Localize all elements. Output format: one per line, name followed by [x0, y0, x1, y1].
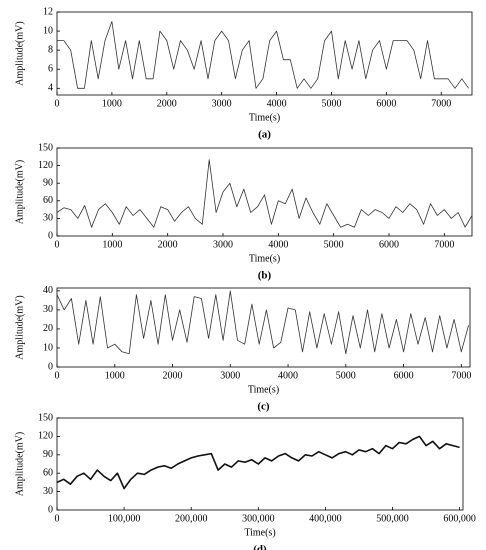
y-tick-label: 60 — [43, 195, 53, 206]
x-axis-title: Time(s) — [249, 112, 280, 123]
panel-caption: (c) — [257, 401, 270, 413]
x-tick-label: 500,000 — [376, 513, 409, 524]
x-tick-label: 200,000 — [175, 513, 208, 524]
y-tick-label: 0 — [48, 230, 53, 241]
y-tick-label: 150 — [38, 142, 53, 153]
x-tick-label: 0 — [55, 513, 60, 524]
y-tick-label: 120 — [38, 431, 53, 442]
x-tick-label: 600,000 — [443, 513, 476, 524]
x-tick-label: 6000 — [394, 370, 414, 381]
y-tick-label: 10 — [43, 342, 53, 353]
y-tick-label: 30 — [43, 213, 53, 224]
signal-line — [56, 290, 469, 355]
y-tick-label: 60 — [43, 467, 53, 478]
x-tick-label: 1000 — [102, 239, 122, 250]
x-tick-label: 1000 — [105, 370, 125, 381]
x-axis-title: Time(s) — [248, 384, 279, 395]
x-tick-label: 2000 — [163, 370, 183, 381]
x-tick-label: 0 — [55, 98, 60, 109]
y-tick-label: 90 — [43, 449, 53, 460]
x-tick-label: 4000 — [268, 239, 288, 250]
y-tick-label: 12 — [43, 6, 53, 17]
y-axis-title: Amplitude(mV) — [14, 160, 25, 224]
plot-frame — [56, 147, 473, 237]
y-tick-label: 8 — [48, 44, 53, 55]
x-tick-label: 3000 — [220, 370, 240, 381]
y-tick-label: 40 — [43, 285, 53, 296]
signal-line — [57, 21, 470, 89]
x-tick-label: 0 — [55, 370, 60, 381]
x-axis-title: Time(s) — [244, 527, 275, 538]
x-tick-label: 100,000 — [108, 513, 141, 524]
x-tick-label: 7000 — [434, 239, 454, 250]
x-tick-label: 5000 — [321, 98, 341, 109]
x-axis-title: Time(s) — [249, 253, 280, 264]
x-tick-label: 7000 — [451, 370, 471, 381]
x-tick-label: 2000 — [157, 98, 177, 109]
x-tick-label: 300,000 — [242, 513, 275, 524]
x-tick-label: 3000 — [212, 98, 232, 109]
signal-line — [56, 435, 460, 490]
x-tick-label: 4000 — [267, 98, 287, 109]
y-tick-label: 150 — [38, 412, 53, 423]
y-tick-label: 6 — [48, 64, 53, 75]
x-tick-label: 2000 — [158, 239, 178, 250]
y-tick-label: 0 — [48, 504, 53, 515]
y-tick-label: 0 — [48, 361, 53, 372]
y-axis-title: Amplitude(mV) — [14, 21, 25, 85]
y-tick-label: 120 — [38, 160, 53, 171]
x-tick-label: 400,000 — [309, 513, 342, 524]
x-tick-label: 4000 — [278, 370, 298, 381]
panel-caption: (d) — [253, 544, 267, 550]
y-tick-label: 90 — [43, 177, 53, 188]
x-tick-label: 1000 — [102, 98, 122, 109]
signal-line — [56, 159, 473, 228]
x-tick-label: 3000 — [213, 239, 233, 250]
plot-frame — [56, 287, 471, 368]
x-tick-label: 7000 — [431, 98, 451, 109]
y-tick-label: 4 — [48, 83, 53, 94]
y-axis-title: Amplitude(mV) — [14, 295, 25, 359]
plot-frame — [56, 417, 464, 511]
y-axis-title: Amplitude(mV) — [14, 432, 25, 496]
panel-caption: (a) — [258, 129, 271, 141]
y-tick-label: 30 — [43, 486, 53, 497]
x-tick-label: 5000 — [324, 239, 344, 250]
x-tick-label: 6000 — [376, 98, 396, 109]
x-tick-label: 6000 — [379, 239, 399, 250]
panel-caption: (b) — [258, 270, 272, 282]
x-tick-label: 5000 — [336, 370, 356, 381]
y-tick-label: 20 — [43, 323, 53, 334]
x-tick-label: 0 — [55, 239, 60, 250]
y-tick-label: 10 — [43, 25, 53, 36]
plot-frame — [56, 11, 473, 96]
y-tick-label: 30 — [43, 304, 53, 315]
